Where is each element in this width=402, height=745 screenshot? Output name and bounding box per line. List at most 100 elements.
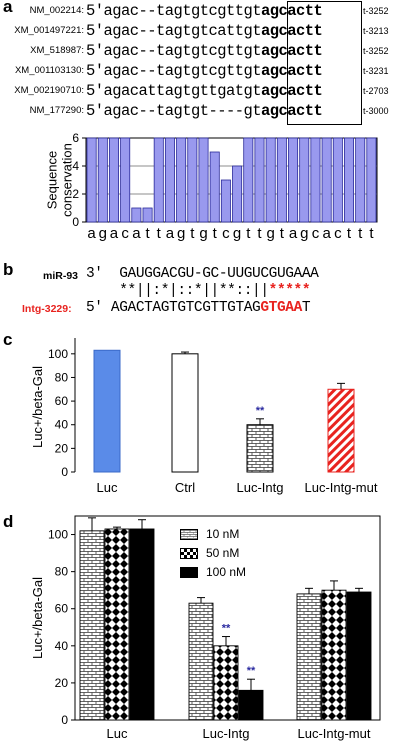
- conservation-bar: [187, 137, 198, 223]
- panel-label-c: c: [3, 330, 13, 349]
- conservation-bar: [108, 137, 119, 223]
- x-tick-label: a: [322, 225, 331, 242]
- legend-item: 50 nM: [180, 544, 246, 562]
- significance-mark: **: [247, 665, 256, 677]
- bar: [104, 528, 130, 721]
- conservation-bar: [366, 137, 377, 223]
- conservation-bar: [332, 137, 343, 223]
- y-tick-label: 4: [72, 159, 79, 173]
- seed-sequence: agcactt: [261, 102, 323, 120]
- seed-sequence: agcactt: [261, 2, 323, 20]
- bar: [213, 645, 239, 721]
- x-tick-label: t: [369, 225, 374, 242]
- x-tick-label: g: [300, 225, 308, 242]
- legend-item: 10 nM: [180, 525, 246, 543]
- accession-id: XM_518987:: [30, 45, 84, 56]
- y-tick-label: 60: [55, 602, 69, 616]
- x-tick-label: a: [132, 225, 141, 242]
- position-label: t-3000: [363, 106, 389, 116]
- legend-swatch-brick: [180, 528, 198, 540]
- significance-mark: **: [256, 405, 265, 417]
- y-axis-label: Luc+/beta-Gal: [30, 577, 45, 659]
- x-tick-label: t: [347, 225, 352, 242]
- conservation-bar: [97, 137, 108, 223]
- bar: [79, 530, 105, 721]
- x-tick-label: t: [257, 225, 262, 242]
- y-tick-label: 0: [61, 713, 68, 727]
- conservation-bar: [276, 137, 287, 223]
- pairing-marks: **||:*|::*||**::||*****: [119, 283, 311, 299]
- position-label: t-2703: [363, 86, 389, 96]
- conservation-bar: [209, 151, 220, 223]
- y-tick-label: 40: [55, 418, 69, 432]
- x-tick-label: t: [358, 225, 363, 242]
- x-tick-label: t: [280, 225, 285, 242]
- y-tick-label: 0: [61, 465, 68, 479]
- position-label: t-3252: [363, 46, 389, 56]
- x-tick-label: c: [121, 225, 129, 242]
- x-tick-label: Luc: [107, 726, 128, 741]
- accession-id: XM_001497221:: [14, 25, 84, 36]
- y-tick-label: 6: [72, 131, 79, 145]
- x-tick-label: a: [110, 225, 119, 242]
- x-tick-label: t: [157, 225, 162, 242]
- alignment-row: XM_001103130: 5'agac--tagtgtcgttgtagcact…: [0, 62, 402, 81]
- sequence-text: 5'agac--tagtgtcgttgtagcactt: [86, 2, 323, 20]
- alignment-row: XM_001497221: 5'agac--tagtgtcattgtagcact…: [0, 22, 402, 41]
- alignment-row: NM_002214: 5'agac--tagtgtcgttgtagcactt t…: [0, 2, 402, 21]
- position-label: t-3231: [363, 66, 389, 76]
- y-tick-label: 20: [55, 441, 69, 455]
- y-tick-label: 80: [55, 370, 69, 384]
- y-tick-label: 100: [48, 347, 68, 361]
- conservation-bar: [254, 137, 265, 223]
- x-tick-label: Luc-Intg: [203, 726, 250, 741]
- conservation-bar: [355, 137, 366, 223]
- legend-item: 100 nM: [180, 563, 246, 581]
- conservation-bar: [164, 137, 175, 223]
- y-tick-label: 0: [72, 215, 79, 229]
- conservation-bar: [120, 137, 131, 223]
- conservation-bar: [243, 137, 254, 223]
- x-tick-label: Ctrl: [175, 480, 195, 495]
- position-label: t-3213: [363, 26, 389, 36]
- conservation-bar: [232, 165, 243, 223]
- bar: [238, 689, 264, 721]
- conservation-bar: [198, 137, 209, 223]
- chart-legend: 10 nM 50 nM 100 nM: [180, 525, 246, 582]
- x-tick-label: a: [87, 225, 96, 242]
- conservation-bar: [153, 137, 164, 223]
- y-tick-label: 2: [72, 187, 79, 201]
- seed-sequence: agcactt: [261, 42, 323, 60]
- bar: [346, 591, 372, 721]
- sequence-text: 5'agac--tagtgtcgttgtagcactt: [86, 62, 323, 80]
- y-axis-label: Sequenceconservation: [45, 143, 75, 217]
- target-sequence: 5' AGACTAGTGTCGTTGTAGGTGAAT: [86, 300, 311, 316]
- dose-response-chart: 0 20 40 60 80 100 Luc ** ** Luc-Intg Luc-Intg-mut L…: [30, 515, 381, 741]
- conservation-bar: [344, 137, 355, 223]
- bar: [188, 602, 214, 721]
- x-tick-label: a: [289, 225, 298, 242]
- panel-label-b: b: [3, 260, 14, 279]
- bar: [296, 593, 322, 721]
- x-tick-label: g: [99, 225, 107, 242]
- x-tick-label: t: [246, 225, 251, 242]
- accession-id: XM_002190710:: [14, 85, 84, 96]
- x-tick-label: Luc: [97, 480, 118, 495]
- conservation-bar: [310, 137, 321, 223]
- conservation-bar: [131, 207, 142, 223]
- seed-sequence: agcactt: [261, 62, 323, 80]
- accession-id: XM_001103130:: [14, 65, 84, 76]
- x-tick-label: g: [199, 225, 207, 242]
- legend-swatch-diamond: [180, 547, 198, 559]
- legend-swatch-solid: [180, 566, 198, 578]
- seed-sequence: agcactt: [261, 22, 323, 40]
- panel-label-d: d: [3, 512, 14, 531]
- y-tick-label: 100: [48, 528, 68, 542]
- mirna-label: miR-93: [43, 270, 79, 282]
- bar: [327, 388, 355, 473]
- bar: [129, 528, 155, 721]
- y-tick-label: 40: [55, 639, 69, 653]
- y-axis-label: Luc+/beta-Gal: [30, 366, 45, 448]
- accession-id: NM_002214:: [29, 5, 84, 16]
